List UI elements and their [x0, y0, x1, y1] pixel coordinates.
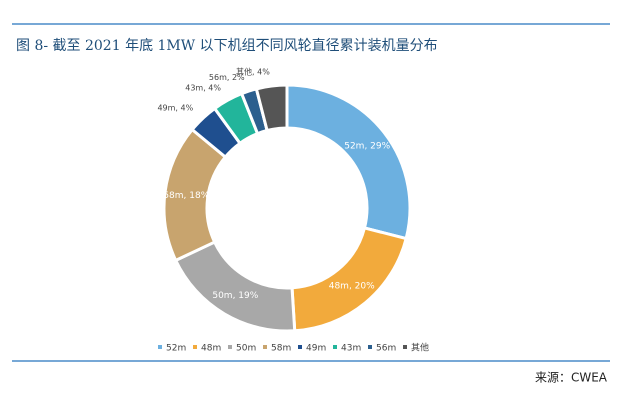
legend-label: 52m — [166, 344, 186, 354]
data-label: 其他, 4% — [236, 67, 270, 77]
legend-marker — [158, 345, 162, 349]
data-label: 58m, 18% — [163, 191, 209, 201]
slice — [285, 83, 412, 241]
data-label: 50m, 19% — [212, 291, 258, 301]
data-label: 43m, 4% — [185, 83, 221, 92]
legend-label: 50m — [236, 344, 256, 354]
legend-label: 58m — [271, 344, 291, 354]
data-label: 56m, 2% — [209, 73, 245, 82]
legend-marker — [333, 345, 337, 349]
legend-marker — [193, 345, 197, 349]
chart-title: 图 8- 截至 2021 年底 1MW 以下机组不同风轮直径累计装机量分布 — [16, 37, 438, 54]
slice — [254, 83, 289, 133]
legend-marker — [228, 345, 232, 349]
legend-label: 其他 — [411, 342, 429, 354]
legend-label: 49m — [306, 344, 326, 354]
source: 来源：CWEA — [535, 371, 608, 385]
legend-label: 56m — [376, 344, 396, 354]
data-label: 49m, 4% — [157, 104, 193, 113]
slice — [173, 240, 297, 333]
data-label: 48m, 20% — [329, 282, 375, 292]
legend-marker — [263, 345, 267, 349]
legend-marker — [368, 345, 372, 349]
legend-label: 48m — [201, 344, 221, 354]
data-label: 52m, 29% — [344, 141, 390, 151]
slice — [290, 226, 408, 333]
legend-marker — [403, 345, 407, 349]
legend-marker — [298, 345, 302, 349]
legend-label: 43m — [341, 344, 361, 354]
